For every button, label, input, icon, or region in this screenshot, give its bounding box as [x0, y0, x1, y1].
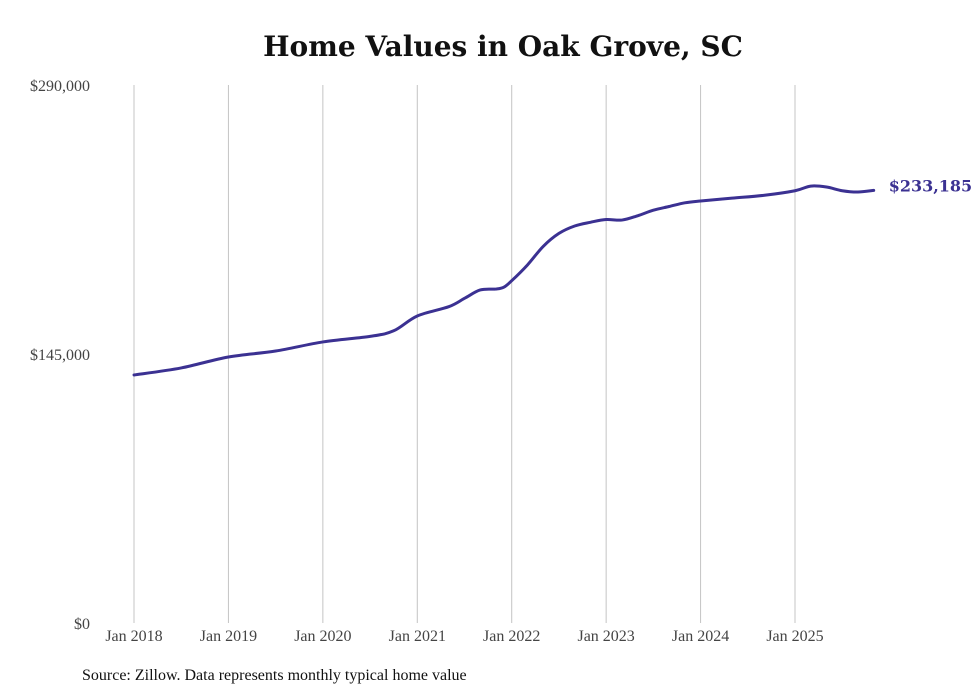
- x-tick-label: Jan 2025: [766, 628, 823, 645]
- y-tick-label: $145,000: [30, 347, 90, 364]
- x-tick-label: Jan 2018: [105, 628, 162, 645]
- source-note: Source: Zillow. Data represents monthly …: [82, 667, 467, 684]
- x-tick-label: Jan 2019: [200, 628, 257, 645]
- series-line: [132, 184, 876, 377]
- x-tick-label: Jan 2022: [483, 628, 540, 645]
- x-tick-label: Jan 2020: [294, 628, 351, 645]
- x-tick-label: Jan 2021: [389, 628, 446, 645]
- x-tick-label: Jan 2024: [672, 628, 729, 645]
- chart-title: Home Values in Oak Grove, SC: [263, 30, 743, 63]
- y-tick-label: $0: [74, 616, 90, 633]
- x-tick-label: Jan 2023: [577, 628, 634, 645]
- end-value-label: $233,185: [889, 176, 973, 195]
- y-tick-label: $290,000: [30, 78, 90, 95]
